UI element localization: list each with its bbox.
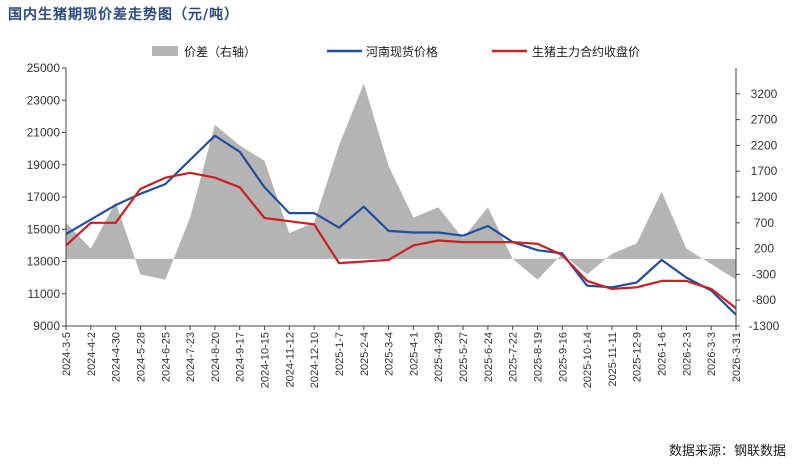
x-tick-label: 2026-2-3 <box>681 332 693 376</box>
x-tick-label: 2025-10-14 <box>582 332 594 388</box>
chart-title: 国内生猪期现价差走势图（元/吨） <box>8 7 240 23</box>
y-right-tick-label: 2200 <box>751 138 778 152</box>
spot-price-line <box>65 134 737 316</box>
y-left-tick-label: 21000 <box>27 126 61 140</box>
x-tick-label: 2025-8-19 <box>532 332 544 382</box>
x-tick-label: 2025-2-4 <box>359 332 371 376</box>
x-tick-label: 2025-1-7 <box>334 332 346 376</box>
x-tick-label: 2025-7-22 <box>508 332 520 382</box>
y-right-tick-label: -1300 <box>749 319 780 333</box>
y-right-tick-label: 1700 <box>751 164 778 178</box>
y-right-tick-label: 3200 <box>751 87 778 101</box>
data-source: 数据来源：钢联数据 <box>668 444 786 459</box>
y-left-tick-label: 19000 <box>27 158 61 172</box>
spread-area <box>66 83 736 280</box>
x-tick-label: 2024-6-25 <box>160 332 172 382</box>
x-tick-label: 2024-10-15 <box>260 332 272 388</box>
y-right-tick-label: 700 <box>754 216 774 230</box>
y-left-tick-label: 13000 <box>27 255 61 269</box>
x-tick-label: 2024-7-23 <box>185 332 197 382</box>
legend-swatch-spread <box>152 46 178 56</box>
y-right-tick-label: 1200 <box>751 190 778 204</box>
y-left-tick-label: 23000 <box>27 93 61 107</box>
x-tick-label: 2026-1-6 <box>657 332 669 376</box>
y-right-tick-label: 200 <box>754 242 774 256</box>
y-right-tick-label: -300 <box>752 267 776 281</box>
x-tick-label: 2025-12-9 <box>632 332 644 382</box>
x-tick-label: 2025-9-16 <box>557 332 569 382</box>
legend: 价差（右轴） 河南现货价格 生猪主力合约收盘价 <box>152 44 640 59</box>
legend-label-spread: 价差（右轴） <box>184 44 256 59</box>
x-tick-label: 2025-3-4 <box>384 332 396 376</box>
plot-area: 9000 11000 13000 15000 17000 19000 21000 23000 2… <box>27 61 780 388</box>
x-tick-label: 2025-6-24 <box>483 332 495 382</box>
y-left-tick-label: 9000 <box>33 319 60 333</box>
y-left-tick-label: 11000 <box>28 287 61 301</box>
x-tick-label: 2026-3-3 <box>706 332 718 376</box>
x-tick-label: 2025-5-27 <box>458 332 470 382</box>
legend-label-futures: 生猪主力合约收盘价 <box>532 44 640 59</box>
x-tick-label: 2024-8-20 <box>210 332 222 382</box>
y-left-tick-label: 25000 <box>27 61 61 75</box>
x-tick-label: 2024-4-30 <box>111 332 123 382</box>
futures-price-line <box>65 171 737 310</box>
x-tick-label: 2024-12-10 <box>309 332 321 388</box>
y-left-tick-label: 15000 <box>27 222 61 236</box>
legend-label-spot: 河南现货价格 <box>366 44 438 59</box>
x-tick-label: 2024-5-28 <box>135 332 147 382</box>
x-tick-label: 2024-4-2 <box>86 332 98 376</box>
y-right-tick-label: 2700 <box>751 113 778 127</box>
x-tick-label: 2024-11-12 <box>284 332 296 387</box>
x-tick-label: 2025-11-11 <box>607 332 619 387</box>
y-left-tick-label: 17000 <box>27 190 61 204</box>
y-right-tick-label: -800 <box>752 293 776 307</box>
x-tick-label: 2024-3-5 <box>61 332 73 376</box>
x-tick-label: 2026-3-31 <box>731 332 743 382</box>
x-tick-label: 2025-4-29 <box>433 332 445 382</box>
x-tick-label: 2024-9-17 <box>235 332 247 382</box>
x-tick-label: 2025-4-1 <box>408 332 420 376</box>
